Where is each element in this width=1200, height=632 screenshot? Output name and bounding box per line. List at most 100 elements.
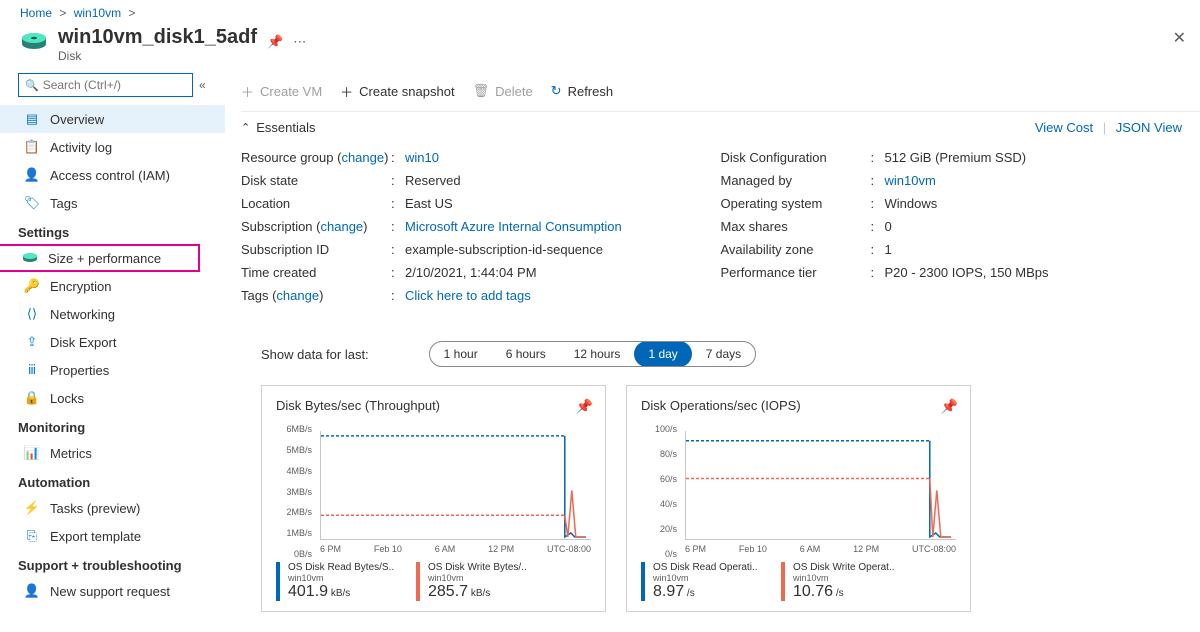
chart1-legend: OS Disk Read Bytes/S..win10vm401.9 kB/sO… [276, 562, 591, 601]
sidebar-item-overview[interactable]: ▤ Overview [0, 105, 225, 133]
search-icon: 🔍 [25, 79, 39, 92]
nav-title-support: Support + troubleshooting [18, 550, 225, 577]
tags-change-link[interactable]: change [276, 288, 319, 303]
tr-7d[interactable]: 7 days [692, 347, 755, 361]
tasks-icon: ⚡ [24, 500, 40, 516]
sidebar-item-export-template[interactable]: ⎘Export template [18, 522, 225, 550]
sidebar-item-size-perf[interactable]: Size + performance [0, 244, 200, 272]
tags-icon: 🏷 [24, 195, 40, 211]
essentials-label: Essentials [256, 120, 315, 135]
timerange-pill: 1 hour 6 hours 12 hours 1 day 7 days [429, 341, 756, 367]
delete-button[interactable]: 🗑Delete [473, 83, 533, 99]
chart1-xaxis: 6 PMFeb 106 AM12 PMUTC-08:00 [320, 544, 591, 554]
main-content: ＋Create VM ＋Create snapshot 🗑Delete ↻Ref… [225, 73, 1200, 612]
page-header: win10vm_disk1_5adf Disk 📌 ⋯ ✕ [0, 22, 1200, 73]
tr-1h[interactable]: 1 hour [430, 347, 492, 361]
timerange-label: Show data for last: [261, 347, 369, 362]
sidebar-item-networking[interactable]: ⟨⟩Networking [18, 300, 225, 328]
max-value: 0 [885, 219, 892, 234]
close-icon[interactable]: ✕ [1173, 28, 1186, 48]
sidebar-item-activity[interactable]: 📋 Activity log [18, 133, 225, 161]
sidebar-item-encryption[interactable]: 🔑Encryption [18, 272, 225, 300]
trash-icon: 🗑 [473, 83, 490, 99]
chart2-xaxis: 6 PMFeb 106 AM12 PMUTC-08:00 [685, 544, 956, 554]
sidebar-item-tasks[interactable]: ⚡Tasks (preview) [18, 494, 225, 522]
rg-value[interactable]: win10 [405, 150, 439, 165]
tags-value[interactable]: Click here to add tags [405, 288, 531, 303]
os-value: Windows [885, 196, 938, 211]
cfg-value: 512 GiB (Premium SSD) [885, 150, 1027, 165]
location-value: East US [405, 196, 453, 211]
overview-icon: ▤ [24, 111, 40, 127]
sidebar-item-tags[interactable]: 🏷 Tags [18, 189, 225, 217]
export-icon: ⇪ [24, 334, 40, 350]
sidebar: 🔍 « ▤ Overview 📋 Activity log 👤 Access c… [0, 73, 225, 612]
sub-change-link[interactable]: change [321, 219, 364, 234]
activity-icon: 📋 [24, 139, 40, 155]
tr-6h[interactable]: 6 hours [492, 347, 560, 361]
sub-value[interactable]: Microsoft Azure Internal Consumption [405, 219, 622, 234]
search-box[interactable]: 🔍 [18, 73, 193, 97]
nav-title-automation: Automation [18, 467, 225, 494]
page-subtitle: Disk [58, 49, 257, 63]
encryption-icon: 🔑 [24, 278, 40, 294]
search-input[interactable] [43, 78, 186, 92]
chevron-up-icon[interactable]: ⌃ [241, 121, 250, 134]
tier-value: P20 - 2300 IOPS, 150 MBps [885, 265, 1049, 280]
iam-icon: 👤 [24, 167, 40, 183]
chart-iops: Disk Operations/sec (IOPS) 📌 100/s80/s60… [626, 385, 971, 612]
page-title: win10vm_disk1_5adf [58, 26, 257, 49]
sidebar-item-properties[interactable]: ⅲProperties [18, 356, 225, 384]
template-icon: ⎘ [24, 528, 40, 544]
rg-change-link[interactable]: change [341, 150, 384, 165]
breadcrumb-home[interactable]: Home [20, 6, 52, 20]
breadcrumb: Home > win10vm > [0, 0, 1200, 22]
plus-icon: ＋ [241, 82, 254, 101]
view-cost-link[interactable]: View Cost [1035, 120, 1093, 135]
pin-icon[interactable]: 📌 [941, 398, 958, 415]
disk-small-icon [22, 250, 38, 266]
disk-icon [20, 32, 48, 52]
breadcrumb-vm[interactable]: win10vm [74, 6, 121, 20]
chart2-plot [685, 431, 956, 540]
refresh-icon: ↻ [551, 83, 562, 99]
nav-title-monitoring: Monitoring [18, 412, 225, 439]
pin-icon[interactable]: 📌 [267, 34, 283, 50]
collapse-icon[interactable]: « [199, 78, 206, 92]
az-value: 1 [885, 242, 892, 257]
refresh-button[interactable]: ↻Refresh [551, 83, 613, 99]
time-range: Show data for last: 1 hour 6 hours 12 ho… [241, 317, 1200, 385]
sidebar-item-support-request[interactable]: 👤New support request [18, 577, 225, 605]
mgd-value[interactable]: win10vm [885, 173, 936, 188]
networking-icon: ⟨⟩ [24, 306, 40, 322]
chart1-title: Disk Bytes/sec (Throughput) [276, 398, 591, 413]
sidebar-item-locks[interactable]: 🔒Locks [18, 384, 225, 412]
toolbar: ＋Create VM ＋Create snapshot 🗑Delete ↻Ref… [241, 73, 1200, 109]
metrics-icon: 📊 [24, 445, 40, 461]
chart-throughput: Disk Bytes/sec (Throughput) 📌 6MB/s5MB/s… [261, 385, 606, 612]
plus-icon: ＋ [340, 82, 353, 101]
essentials: Resource group (change):win10 Disk state… [241, 142, 1200, 317]
subid-value: example-subscription-id-sequence [405, 242, 603, 257]
state-value: Reserved [405, 173, 461, 188]
locks-icon: 🔒 [24, 390, 40, 406]
pin-icon[interactable]: 📌 [576, 398, 593, 415]
chart1-plot [320, 431, 591, 540]
chart2-legend: OS Disk Read Operati..win10vm8.97 /sOS D… [641, 562, 956, 601]
sidebar-item-iam[interactable]: 👤 Access control (IAM) [18, 161, 225, 189]
chart2-yaxis: 100/s80/s60/s40/s20/s0/s [641, 429, 681, 554]
create-vm-button[interactable]: ＋Create VM [241, 82, 322, 101]
properties-icon: ⅲ [24, 362, 40, 378]
time-value: 2/10/2021, 1:44:04 PM [405, 265, 537, 280]
more-icon[interactable]: ⋯ [293, 34, 306, 50]
create-snapshot-button[interactable]: ＋Create snapshot [340, 82, 454, 101]
tr-1d[interactable]: 1 day [634, 341, 691, 367]
sidebar-item-metrics[interactable]: 📊Metrics [18, 439, 225, 467]
tr-12h[interactable]: 12 hours [560, 347, 635, 361]
sidebar-item-disk-export[interactable]: ⇪Disk Export [18, 328, 225, 356]
nav-title-settings: Settings [18, 217, 225, 244]
support-icon: 👤 [24, 583, 40, 599]
json-view-link[interactable]: JSON View [1116, 120, 1182, 135]
chart1-yaxis: 6MB/s5MB/s4MB/s3MB/s2MB/s1MB/s0B/s [276, 429, 316, 554]
chart2-title: Disk Operations/sec (IOPS) [641, 398, 956, 413]
